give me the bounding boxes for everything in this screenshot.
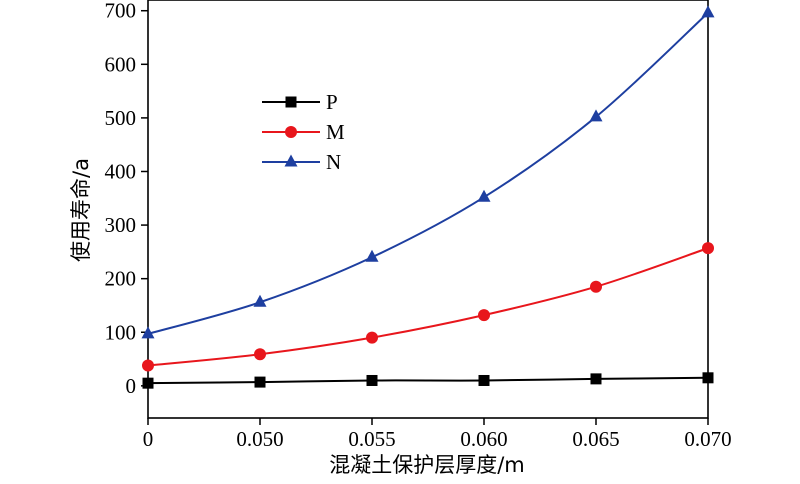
data-point-P xyxy=(142,377,154,389)
y-tick-label: 0 xyxy=(126,374,137,398)
y-tick-label: 400 xyxy=(105,159,137,183)
data-point-M xyxy=(590,280,602,293)
axes: 0 100 200 300 400 500 600 700 0 0.050 0.055 0.060 0.… xyxy=(105,0,732,451)
x-tick-label: 0.050 xyxy=(236,427,283,451)
y-tick-label: 100 xyxy=(105,320,137,344)
data-point-N xyxy=(589,109,603,122)
legend-label: M xyxy=(326,120,345,144)
series-M xyxy=(142,242,714,372)
legend-label: P xyxy=(326,90,338,114)
plot-frame xyxy=(147,0,709,419)
x-tick-label: 0 xyxy=(143,427,154,451)
legend-marker xyxy=(284,154,298,167)
y-tick-label: 300 xyxy=(105,213,137,237)
series-P xyxy=(142,372,714,389)
legend-marker xyxy=(285,126,297,138)
x-tick-label: 0.070 xyxy=(684,427,731,451)
legend-item-P: P xyxy=(262,90,338,114)
data-point-P xyxy=(254,376,266,388)
legend-item-M: M xyxy=(262,120,345,144)
data-point-M xyxy=(702,242,714,255)
legend-marker xyxy=(285,96,297,108)
data-point-N xyxy=(141,326,155,339)
series-line-M xyxy=(147,247,709,367)
data-point-P xyxy=(702,372,714,384)
x-tick-label: 0.065 xyxy=(572,427,619,451)
data-point-N xyxy=(365,249,379,262)
y-tick-label: 500 xyxy=(105,106,137,130)
y-tick-label: 700 xyxy=(105,0,137,23)
series-N xyxy=(141,5,715,339)
data-point-M xyxy=(366,331,378,344)
legend: PMN xyxy=(262,90,345,174)
data-point-M xyxy=(478,309,490,322)
data-point-P xyxy=(478,374,490,386)
data-point-P xyxy=(366,374,378,386)
data-point-M xyxy=(254,348,266,361)
y-tick-label: 200 xyxy=(105,267,137,291)
legend-label: N xyxy=(326,150,341,174)
data-point-N xyxy=(477,189,491,202)
series-layer xyxy=(141,5,715,389)
series-line-N xyxy=(147,12,709,335)
x-axis-title: 混凝土保护层厚度/m xyxy=(329,453,525,477)
data-point-P xyxy=(590,373,602,385)
data-point-M xyxy=(142,359,154,372)
data-point-N xyxy=(701,5,715,18)
y-axis-title: 使用寿命/a xyxy=(69,158,93,262)
y-tick-label: 600 xyxy=(105,52,137,76)
series-line-P xyxy=(147,376,709,385)
data-point-N xyxy=(253,294,267,307)
x-tick-label: 0.055 xyxy=(348,427,395,451)
legend-item-N: N xyxy=(262,150,341,174)
x-tick-label: 0.060 xyxy=(460,427,507,451)
